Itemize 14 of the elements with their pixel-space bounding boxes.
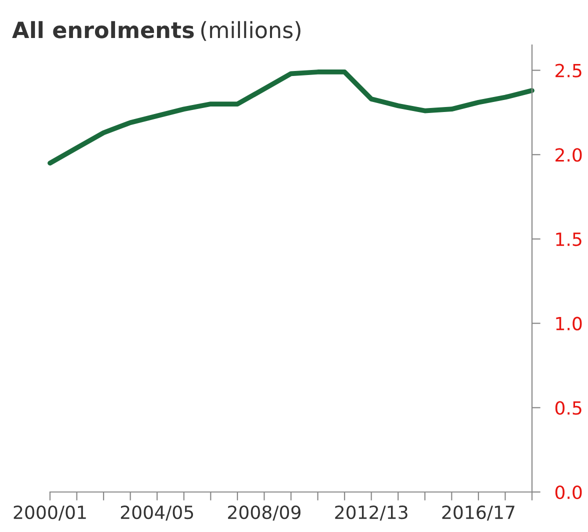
chart-subtitle: (millions): [201, 21, 300, 41]
x-tick-label: 2000/01: [14, 506, 86, 521]
y-tick-label: 2.0: [556, 148, 582, 162]
chart-title: All enrolments: [12, 21, 194, 38]
y-tick-label: 0.0: [555, 485, 582, 500]
y-tick-label: 2.5: [556, 64, 582, 78]
x-tick-label: 2004/05: [120, 506, 194, 521]
line-series: [48, 70, 534, 166]
y-tick-label: 0.5: [555, 401, 582, 415]
x-tick-label: 2008/09: [228, 506, 300, 521]
x-tick-label: 2016/17: [442, 506, 514, 521]
x-tick-label: 2012/13: [335, 506, 408, 521]
y-tick-label: 1.0: [556, 316, 582, 330]
y-tick-label: 1.5: [556, 232, 582, 246]
